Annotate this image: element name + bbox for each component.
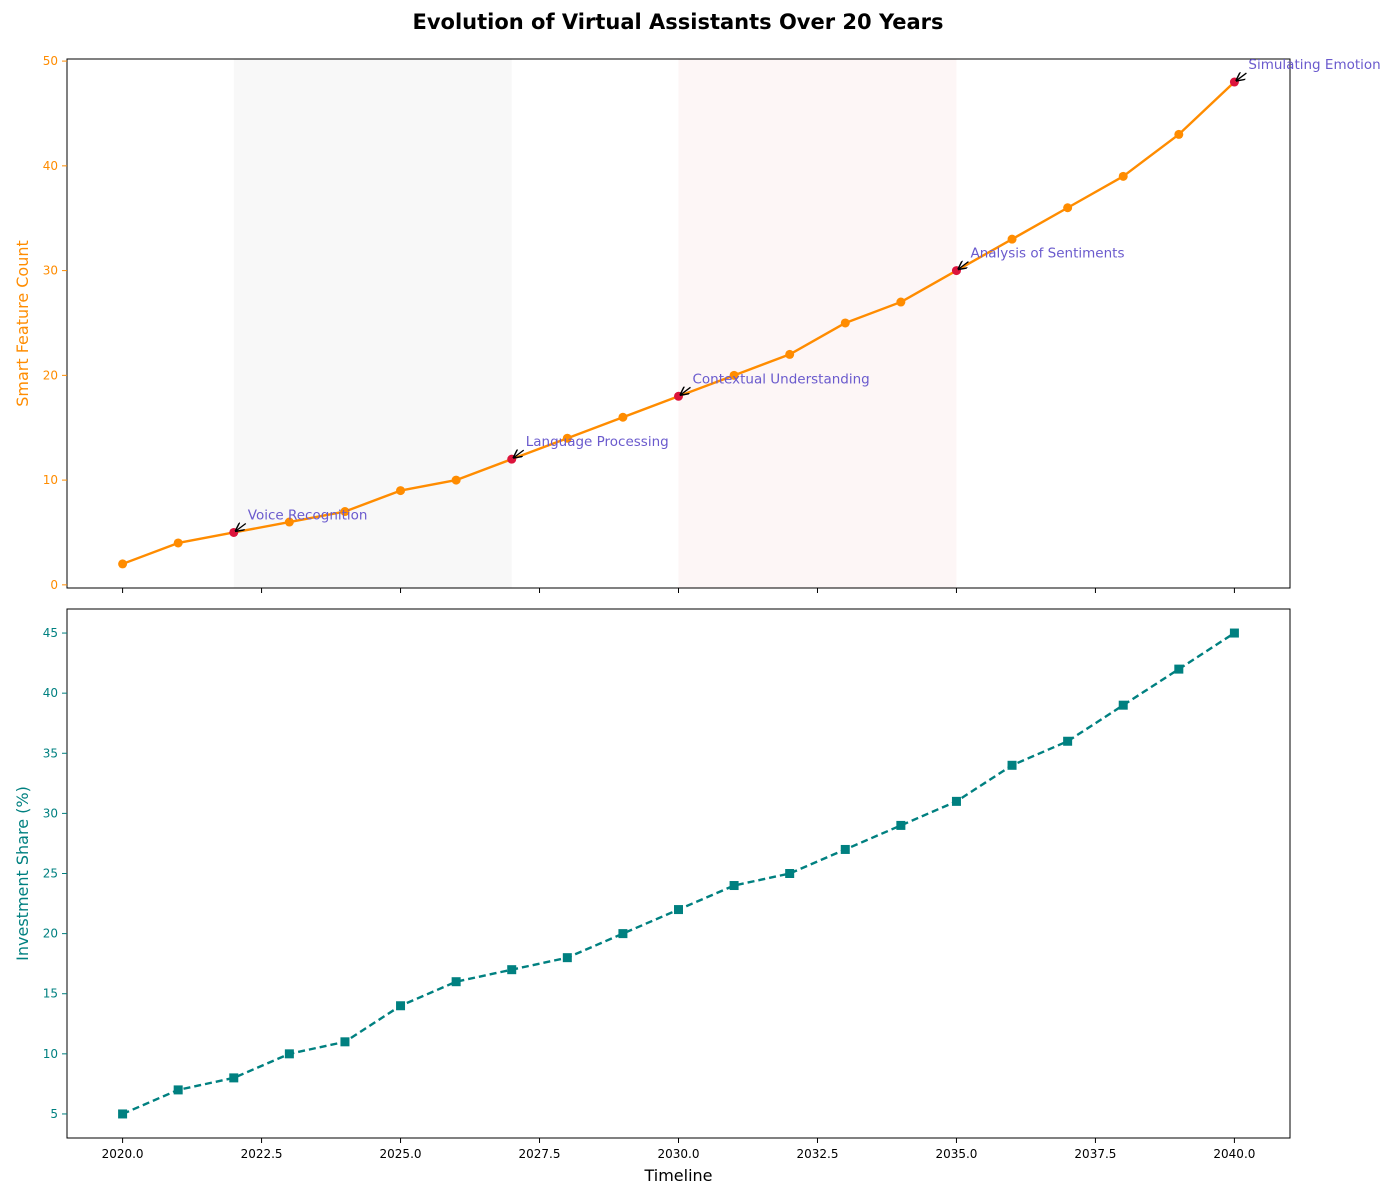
data-point [840,844,850,854]
y-tick-label: 25 [43,867,58,881]
y-axis-label-2: Investment Share (%) [13,786,32,961]
data-point [451,977,461,987]
annotation-label: Simulating Emotion [1248,57,1380,73]
annotation-label: Language Processing [526,434,669,450]
data-point [618,412,628,422]
x-tick-label: 2037.5 [1074,1147,1116,1161]
data-point [229,1073,239,1083]
data-point [118,1109,128,1119]
y-tick-label: 10 [43,473,58,487]
x-tick-label: 2022.5 [241,1147,283,1161]
data-point [173,538,183,548]
annotation-arrow [236,523,247,531]
data-point [284,517,294,527]
y-axis-label-1: Smart Feature Count [13,240,32,407]
x-tick-label: 2020.0 [102,1147,144,1161]
shaded-span-2 [678,59,957,588]
x-tick-label: 2032.5 [796,1147,838,1161]
data-point [1007,760,1017,770]
data-point [507,965,517,975]
data-point [951,796,961,806]
data-point [729,881,739,891]
annotation-label: Contextual Understanding [693,371,870,387]
chart-title: Evolution of Virtual Assistants Over 20 … [412,10,944,34]
data-point [674,905,683,915]
annotation-arrow [681,387,691,395]
data-point [396,1001,406,1011]
y-tick-label: 30 [43,806,58,820]
x-tick-label: 2035.0 [935,1147,977,1161]
x-tick-label: 2040.0 [1213,1147,1255,1161]
data-point [1118,171,1128,181]
y-tick-label: 10 [43,1047,58,1061]
data-point [729,370,739,380]
data-point [840,318,850,328]
data-point [284,1049,294,1059]
data-point [340,507,350,517]
data-point [1229,628,1239,638]
data-point [1063,736,1073,746]
data-point [451,475,461,485]
data-point [1007,234,1017,244]
data-point [1063,203,1073,213]
y-tick-label: 45 [43,626,58,640]
series-line-2 [122,632,1236,1116]
y-tick-label: 40 [43,686,58,700]
data-point [396,486,406,496]
data-point [562,953,572,963]
data-point [896,820,906,830]
data-point [896,297,906,307]
annotation-arrow [958,262,969,270]
data-point [562,433,572,443]
annotation-label: Voice Recognition [248,507,368,523]
data-point [1174,129,1184,139]
x-axis-label: Timeline [643,1166,712,1185]
annotation-label: Analysis of Sentiments [970,246,1124,262]
y-tick-label: 20 [43,927,58,941]
y-tick-label: 40 [43,159,58,173]
data-point [1174,664,1184,674]
y-tick-label: 15 [43,987,58,1001]
data-point [118,559,128,569]
x-tick-label: 2027.5 [519,1147,561,1161]
y-tick-label: 35 [43,746,58,760]
data-point [1118,700,1128,710]
x-tick-label: 2030.0 [658,1147,700,1161]
data-point [785,869,795,878]
y-tick-label: 5 [50,1107,58,1121]
y-tick-label: 0 [50,578,58,592]
annotation-arrow [514,450,525,458]
y-tick-label: 30 [43,264,58,278]
data-point [785,349,795,359]
data-point [173,1085,183,1095]
y-tick-label: 50 [43,54,58,68]
data-point [618,929,628,939]
annotation-arrow [1236,73,1247,81]
plot-frame-2 [66,608,1291,1139]
data-point [340,1037,350,1047]
x-tick-label: 2025.0 [380,1147,422,1161]
y-tick-label: 20 [43,368,58,382]
